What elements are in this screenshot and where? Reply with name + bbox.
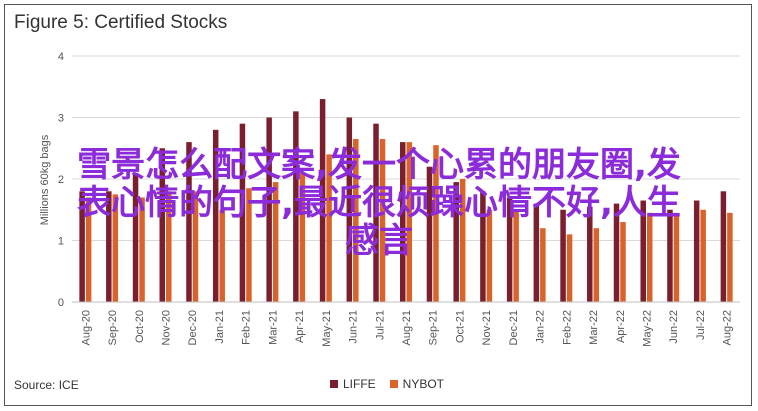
bar-liffe-dec-21 bbox=[506, 197, 513, 302]
x-tick-label: Apr-21 bbox=[294, 310, 306, 343]
bar-nybot-dec-20 bbox=[192, 191, 199, 302]
overlay-line-3: 感言 bbox=[345, 221, 413, 261]
x-tick-label: Jul-22 bbox=[695, 310, 707, 340]
x-tick-label: Jul-21 bbox=[374, 310, 386, 340]
bar-liffe-jan-21 bbox=[212, 129, 219, 302]
x-tick-label: Aug-21 bbox=[401, 310, 413, 345]
y-tick-label: 4 bbox=[58, 51, 64, 63]
bar-liffe-aug-20 bbox=[79, 191, 85, 302]
y-tick-label: 3 bbox=[58, 113, 64, 125]
x-tick-label: Feb-21 bbox=[241, 310, 253, 345]
bar-liffe-feb-21 bbox=[239, 123, 246, 303]
y-tick-label: 1 bbox=[58, 236, 64, 248]
bar-nybot-mar-21 bbox=[272, 182, 279, 302]
overlay-text: 雪景怎么配文案,发一个心累的朋友圈,发 表心情的句子,最近很烦躁心情不好,人生 … bbox=[0, 146, 758, 260]
legend-swatch-nybot bbox=[389, 380, 398, 388]
bar-nybot-aug-20 bbox=[85, 197, 92, 302]
chart-title: Figure 5: Certified Stocks bbox=[14, 12, 228, 33]
bar-liffe-sep-21 bbox=[426, 166, 433, 302]
legend-item-liffe: LIFFE bbox=[330, 377, 376, 391]
x-tick-label: Sep-21 bbox=[428, 310, 440, 345]
bar-nybot-may-21 bbox=[326, 154, 332, 302]
bar-liffe-oct-21 bbox=[453, 182, 459, 302]
legend-item-nybot: NYBOT bbox=[389, 377, 445, 391]
x-tick-label: Feb-22 bbox=[561, 310, 573, 345]
bar-liffe-dec-20 bbox=[186, 142, 192, 302]
x-tick-label: Nov-20 bbox=[161, 310, 173, 345]
x-tick-label: Oct-20 bbox=[134, 310, 146, 343]
y-tick-label: 0 bbox=[58, 297, 64, 309]
bar-nybot-jul-22 bbox=[700, 209, 706, 302]
bar-nybot-mar-22 bbox=[593, 228, 600, 302]
bar-liffe-feb-22 bbox=[560, 209, 566, 302]
bar-liffe-aug-22 bbox=[720, 191, 727, 302]
x-tick-label: Jan-21 bbox=[214, 310, 226, 344]
bar-nybot-feb-21 bbox=[246, 188, 252, 302]
bar-liffe-may-21 bbox=[319, 99, 326, 302]
x-tick-label: Jun-22 bbox=[668, 310, 680, 344]
y-axis-label: Millions 60kg bags bbox=[39, 134, 51, 225]
bar-liffe-apr-22 bbox=[613, 203, 620, 302]
bar-nybot-sep-20 bbox=[112, 194, 119, 302]
bar-nybot-nov-21 bbox=[486, 209, 493, 302]
bar-liffe-oct-20 bbox=[132, 172, 139, 302]
bar-nybot-aug-21 bbox=[406, 142, 412, 302]
x-tick-label: Jun-21 bbox=[348, 310, 360, 344]
bar-nybot-sep-21 bbox=[433, 145, 439, 302]
x-tick-label: Jan-22 bbox=[535, 310, 547, 344]
bar-nybot-jan-22 bbox=[540, 228, 546, 302]
x-tick-label: Aug-20 bbox=[80, 310, 92, 345]
bar-nybot-may-22 bbox=[646, 212, 653, 302]
x-tick-label: Nov-21 bbox=[481, 310, 493, 345]
bar-liffe-nov-21 bbox=[480, 191, 486, 302]
bar-liffe-jun-21 bbox=[346, 117, 353, 302]
legend-label-liffe: LIFFE bbox=[343, 377, 376, 391]
bar-nybot-nov-20 bbox=[166, 191, 172, 302]
bar-nybot-aug-22 bbox=[727, 212, 733, 302]
bar-liffe-mar-22 bbox=[587, 206, 593, 302]
x-tick-label: Apr-22 bbox=[615, 310, 627, 343]
x-tick-label: Mar-21 bbox=[267, 310, 279, 345]
bar-liffe-may-22 bbox=[640, 200, 646, 302]
bar-liffe-jul-21 bbox=[373, 123, 379, 303]
bar-liffe-apr-21 bbox=[293, 111, 299, 302]
x-tick-label: Sep-20 bbox=[107, 310, 119, 345]
x-tick-label: May-22 bbox=[641, 310, 653, 347]
legend-swatch-liffe bbox=[330, 380, 338, 388]
bar-liffe-jun-22 bbox=[667, 209, 673, 302]
bar-nybot-apr-22 bbox=[620, 222, 626, 302]
y-tick-label: 2 bbox=[58, 174, 64, 186]
bar-nybot-feb-22 bbox=[566, 234, 573, 302]
legend: LIFFE NYBOT bbox=[330, 377, 444, 391]
bar-liffe-nov-20 bbox=[159, 148, 166, 302]
bar-liffe-aug-21 bbox=[400, 142, 406, 302]
x-tick-label: May-21 bbox=[321, 310, 333, 347]
bar-nybot-apr-21 bbox=[299, 172, 306, 302]
bars bbox=[79, 99, 733, 303]
bar-nybot-jun-21 bbox=[353, 139, 359, 302]
bar-nybot-oct-20 bbox=[139, 197, 145, 302]
source-note: Source: ICE bbox=[14, 378, 79, 392]
overlay-line-2: 表心情的句子,最近很烦躁心情不好,人生 bbox=[77, 183, 681, 223]
y-axis: 0 1 2 3 4 bbox=[58, 51, 64, 309]
legend-label-nybot: NYBOT bbox=[402, 377, 445, 391]
x-tick-label: Dec-21 bbox=[508, 310, 520, 345]
x-tick-label: Aug-22 bbox=[722, 310, 734, 345]
x-axis: Aug-20 Sep-20 Oct-20 Nov-20 Dec-20 Jan-21 Feb-… bbox=[72, 301, 740, 347]
x-tick-label: Mar-22 bbox=[588, 310, 600, 345]
x-tick-label: Oct-21 bbox=[454, 310, 466, 343]
bar-nybot-jan-21 bbox=[219, 209, 225, 302]
x-tick-label: Dec-20 bbox=[187, 310, 199, 345]
overlay-line-1: 雪景怎么配文案,发一个心累的朋友圈,发 bbox=[77, 145, 681, 185]
bar-liffe-sep-20 bbox=[106, 191, 112, 302]
bar-nybot-jun-22 bbox=[673, 212, 680, 302]
bar-nybot-dec-21 bbox=[513, 209, 519, 302]
bar-liffe-mar-21 bbox=[266, 117, 272, 302]
bar-nybot-oct-21 bbox=[459, 179, 466, 302]
bar-liffe-jan-22 bbox=[533, 203, 540, 302]
bar-liffe-jul-22 bbox=[693, 200, 700, 302]
bar-nybot-jul-21 bbox=[379, 139, 386, 302]
